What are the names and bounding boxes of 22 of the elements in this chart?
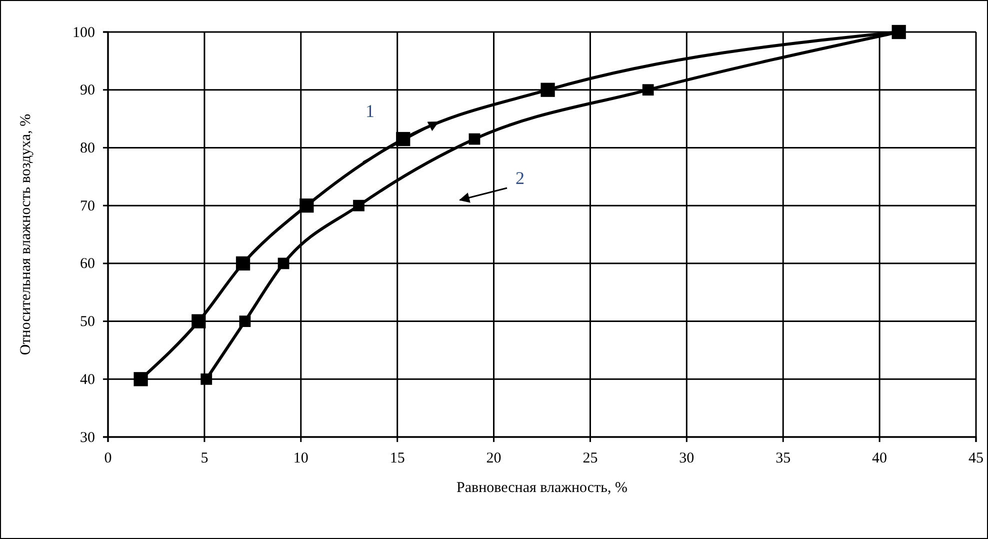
x-tick-label: 45 — [968, 450, 984, 467]
x-tick-label: 0 — [104, 450, 112, 467]
x-tick-label: 10 — [293, 450, 308, 467]
y-tick-label: 60 — [80, 256, 95, 272]
y-tick-label: 80 — [80, 140, 95, 157]
annotation: 2 — [516, 168, 524, 188]
y-tick-label: 70 — [80, 198, 95, 214]
y-tick-label: 100 — [72, 24, 95, 41]
x-tick-label: 30 — [679, 450, 694, 467]
y-tick-label: 50 — [80, 314, 95, 330]
x-tick-label: 20 — [486, 450, 502, 467]
y-axis-title: Относительная влажность воздуха, % — [18, 114, 34, 356]
annotation: 1 — [366, 101, 374, 122]
x-tick-label: 40 — [872, 450, 888, 467]
y-tick-label: 90 — [80, 82, 95, 99]
y-tick-label: 30 — [80, 430, 95, 446]
x-tick-label: 5 — [200, 450, 208, 467]
x-axis-title: Равновесная влажность, % — [456, 480, 628, 496]
x-tick-label: 15 — [390, 450, 405, 467]
y-tick-label: 40 — [80, 372, 95, 388]
x-tick-label: 25 — [582, 450, 598, 467]
x-tick-label: 35 — [776, 450, 791, 467]
